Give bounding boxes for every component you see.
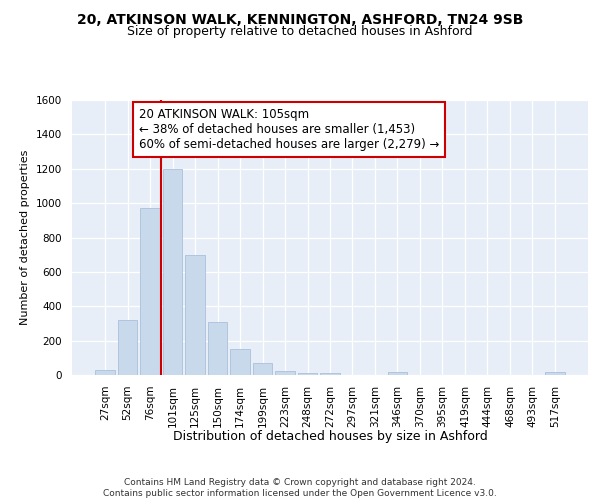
Bar (388, 372, 407, 375)
Text: 20 ATKINSON WALK: 105sqm
← 38% of detached houses are smaller (1,453)
60% of sem: 20 ATKINSON WALK: 105sqm ← 38% of detach… (139, 108, 439, 151)
Bar (230, 349, 250, 375)
Bar (118, 320, 137, 375)
Bar (320, 373, 340, 375)
Bar (545, 372, 565, 375)
Text: Contains HM Land Registry data © Crown copyright and database right 2024.
Contai: Contains HM Land Registry data © Crown c… (103, 478, 497, 498)
Bar (253, 363, 272, 375)
Text: Size of property relative to detached houses in Ashford: Size of property relative to detached ho… (127, 25, 473, 38)
Bar (163, 169, 182, 375)
Bar (95, 370, 115, 375)
Bar (208, 322, 227, 375)
Bar (185, 254, 205, 375)
Y-axis label: Number of detached properties: Number of detached properties (20, 150, 31, 325)
X-axis label: Distribution of detached houses by size in Ashford: Distribution of detached houses by size … (173, 430, 487, 442)
Bar (140, 208, 160, 375)
Bar (275, 370, 295, 375)
Text: 20, ATKINSON WALK, KENNINGTON, ASHFORD, TN24 9SB: 20, ATKINSON WALK, KENNINGTON, ASHFORD, … (77, 12, 523, 26)
Bar (298, 373, 317, 375)
